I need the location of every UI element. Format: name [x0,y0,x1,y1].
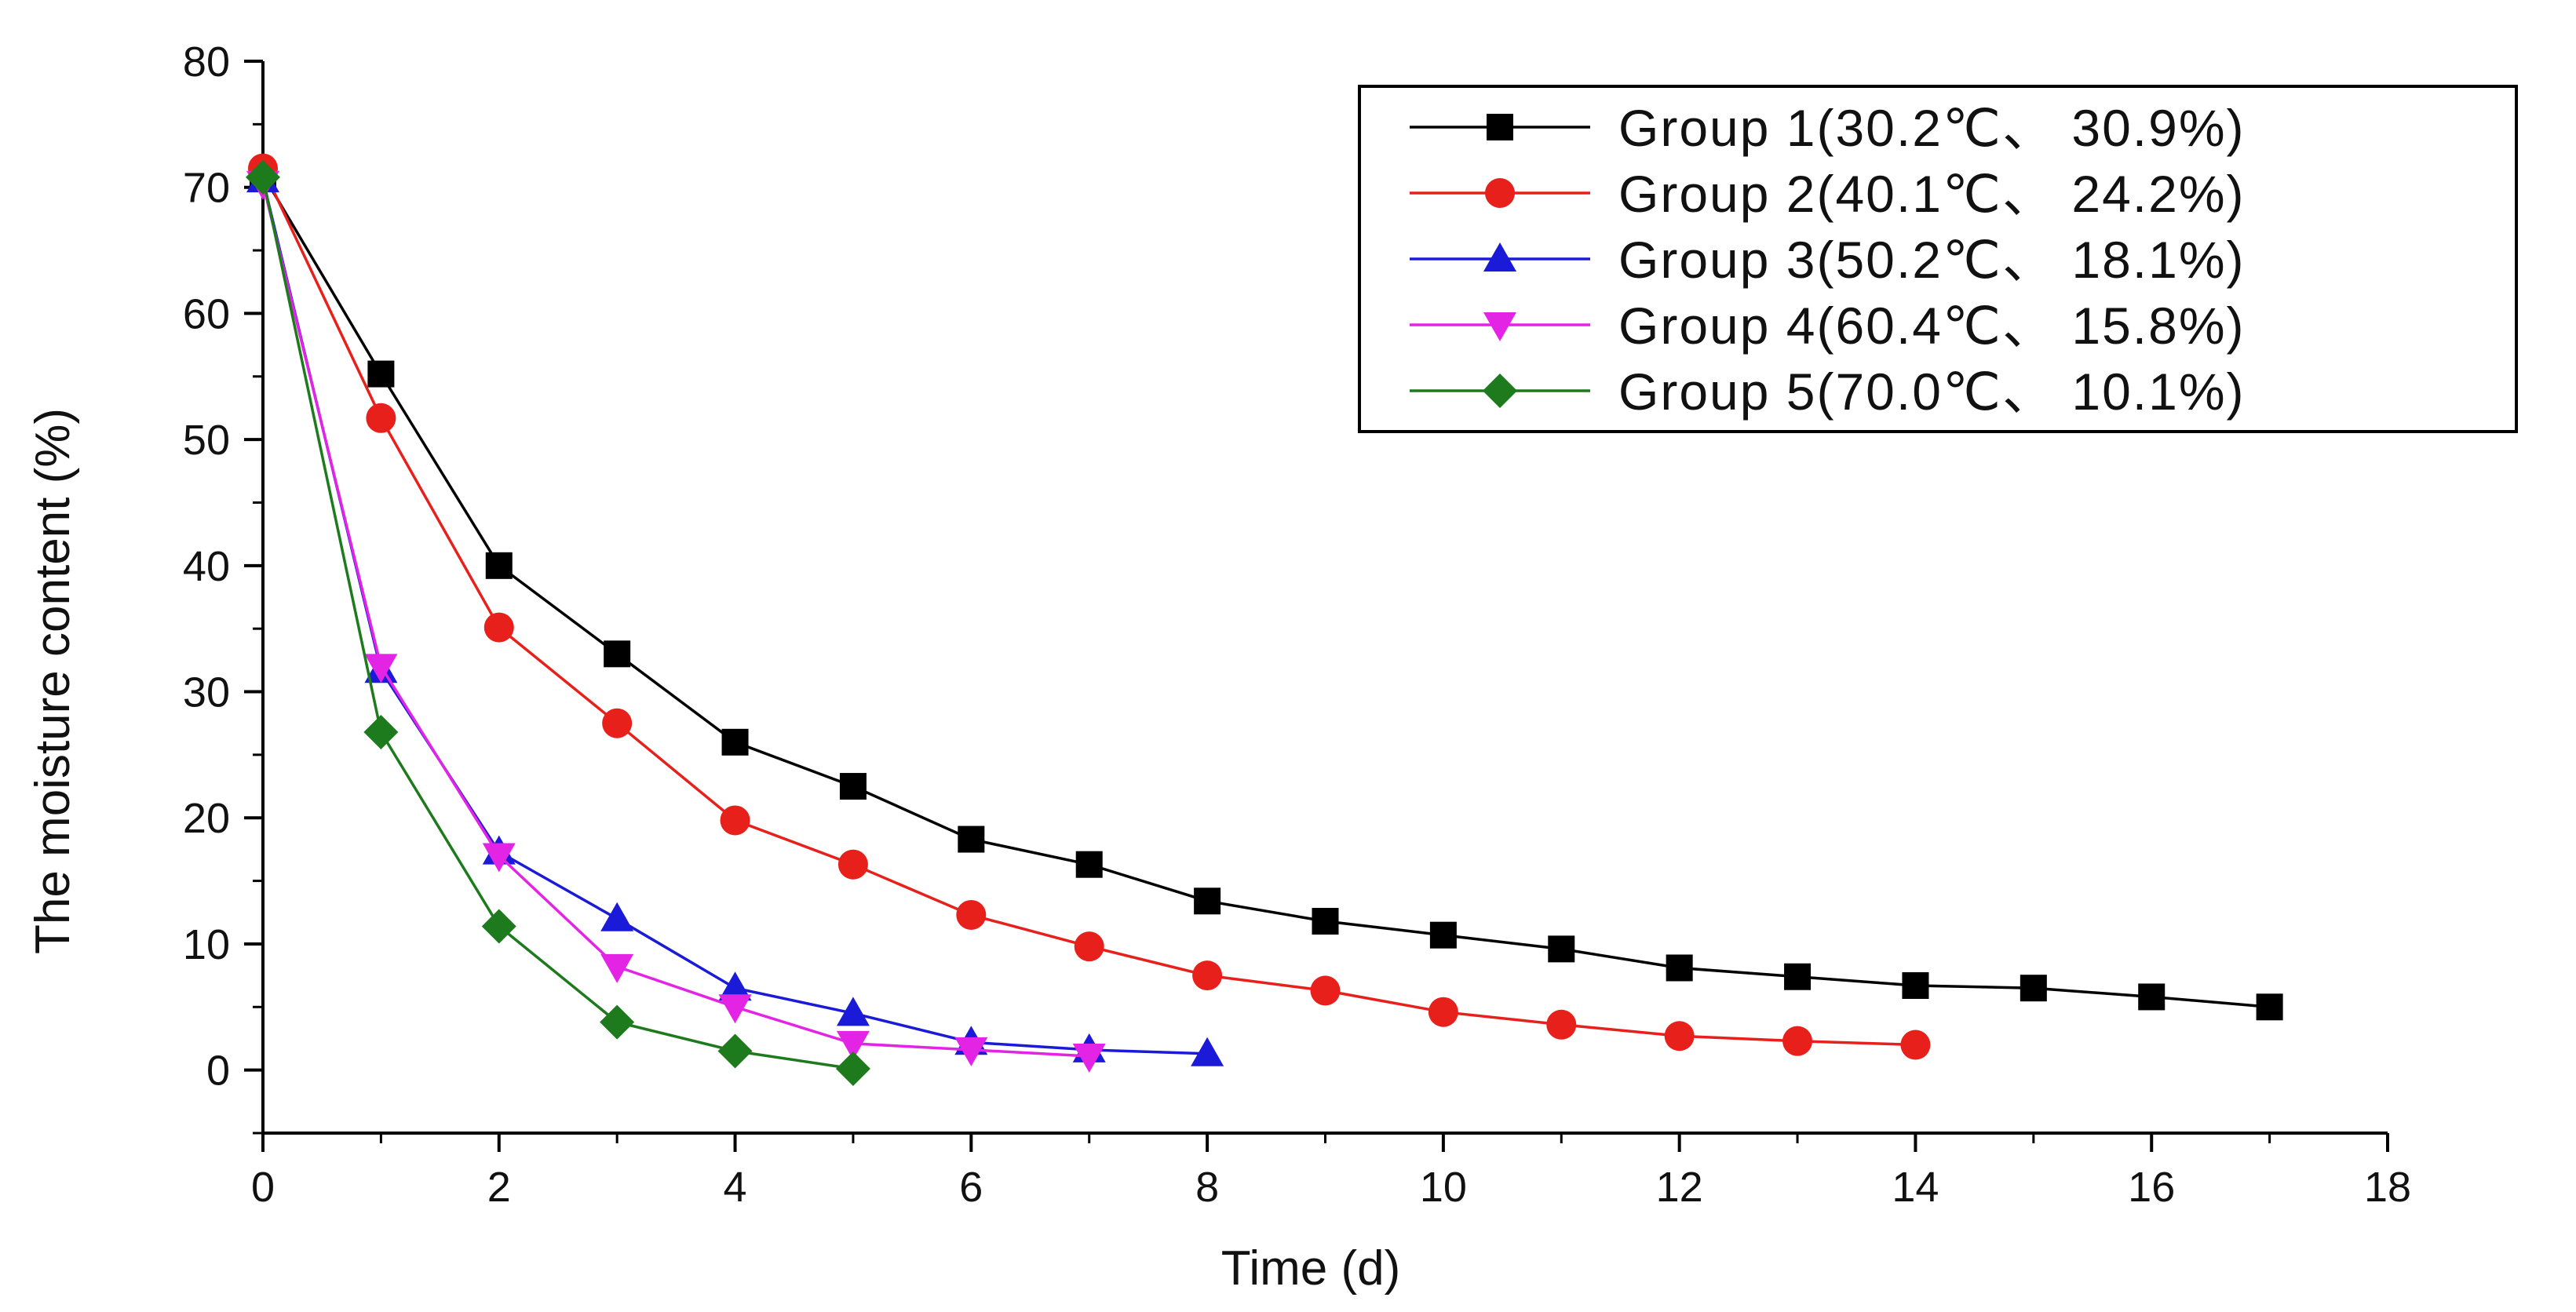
plot-area: 0 10 20 30 40 50 60 70 80 0 2 4 6 8 10 12 14 16 18 [183,38,2411,1211]
y-tick-label: 80 [183,38,230,86]
legend-label-1: Group 1(30.2℃、 30.9%) [1618,99,2246,157]
data-point [954,1037,988,1066]
y-tick-label: 50 [183,417,230,464]
series-line-3 [261,179,1208,1055]
legend-marker-5 [1483,374,1517,408]
data-point [485,552,513,579]
data-point [1548,935,1575,963]
y-tick-label: 20 [183,795,230,842]
data-point [958,825,985,853]
data-point [1312,908,1339,935]
data-point [481,909,516,944]
data-point [721,728,749,756]
data-point [600,953,634,983]
data-point [1072,1043,1106,1073]
data-point [1191,1037,1224,1066]
x-tick-label: 10 [1420,1164,1467,1211]
data-point [246,159,280,195]
x-tick-label: 14 [1892,1164,1939,1211]
series-line-5 [261,177,854,1070]
series-group-4 [246,170,1106,1073]
data-point [836,1030,870,1060]
x-axis-title: Time (d) [1221,1241,1400,1296]
data-point [1074,931,1104,962]
data-point [837,849,868,880]
data-point [1194,887,1221,915]
y-tick-label: 70 [183,165,230,212]
legend-marker-4 [1483,312,1516,341]
data-point [1310,975,1341,1006]
y-axis-title: The moisture content (%) [26,408,80,954]
data-point [367,360,395,388]
data-point [2138,983,2166,1011]
data-point [839,773,867,800]
data-point [718,971,752,1001]
x-tick-label: 6 [959,1164,983,1211]
series-group-5 [246,159,870,1087]
series-group-3 [246,163,1224,1066]
data-point [720,805,750,836]
data-point [1429,921,1457,949]
y-tick-label: 10 [183,921,230,968]
data-point [1192,960,1223,991]
data-point [1902,971,1929,999]
y-tick-label: 0 [206,1048,230,1095]
data-point [717,1033,753,1069]
series-line-1 [261,173,2270,1009]
x-tick-label: 8 [1195,1164,1219,1211]
data-point [1900,1030,1931,1060]
legend-marker-1 [1487,114,1513,140]
data-point [836,997,870,1026]
data-point [1546,1009,1577,1040]
series-layer [246,153,2283,1087]
data-point [835,1051,870,1087]
data-point [604,640,631,668]
legend: Group 1(30.2℃、 30.9%) Group 2(40.1℃、 24.2… [1358,85,2518,433]
data-point [482,843,516,873]
legend-marker-3 [1483,242,1516,272]
legend-label-5: Group 5(70.0℃、 10.1%) [1618,363,2246,421]
series-group-2 [248,153,1931,1060]
data-point [1664,1021,1695,1051]
y-tick-label: 40 [183,543,230,590]
data-point [1666,954,1693,982]
x-tick-label: 16 [2128,1164,2175,1211]
data-point [600,1004,635,1040]
x-tick-label: 2 [487,1164,511,1211]
x-tick-label: 12 [1656,1164,1703,1211]
x-tick-label: 18 [2364,1164,2411,1211]
data-point [1784,963,1812,990]
legend-marker-2 [1485,178,1515,208]
data-point [718,994,752,1024]
data-point [363,714,399,749]
series-line-4 [261,183,1089,1058]
data-point [2256,993,2283,1021]
data-point [1428,997,1458,1027]
series-group-1 [250,161,2283,1021]
y-tick-label: 30 [183,669,230,716]
data-point [956,899,987,930]
legend-label-4: Group 4(60.4℃、 15.8%) [1618,297,2246,355]
x-tick-label: 0 [251,1164,275,1211]
legend-label-2: Group 2(40.1℃、 24.2%) [1618,165,2246,223]
data-point [602,708,633,738]
data-point [483,612,514,643]
data-point [1075,851,1103,878]
data-point [1782,1026,1813,1056]
y-tick-label: 60 [183,290,230,337]
data-point [366,403,396,433]
data-point [364,654,398,683]
data-point [2020,975,2047,1002]
legend-label-3: Group 3(50.2℃、 18.1%) [1618,231,2246,289]
data-point [600,902,634,931]
x-tick-label: 4 [724,1164,747,1211]
